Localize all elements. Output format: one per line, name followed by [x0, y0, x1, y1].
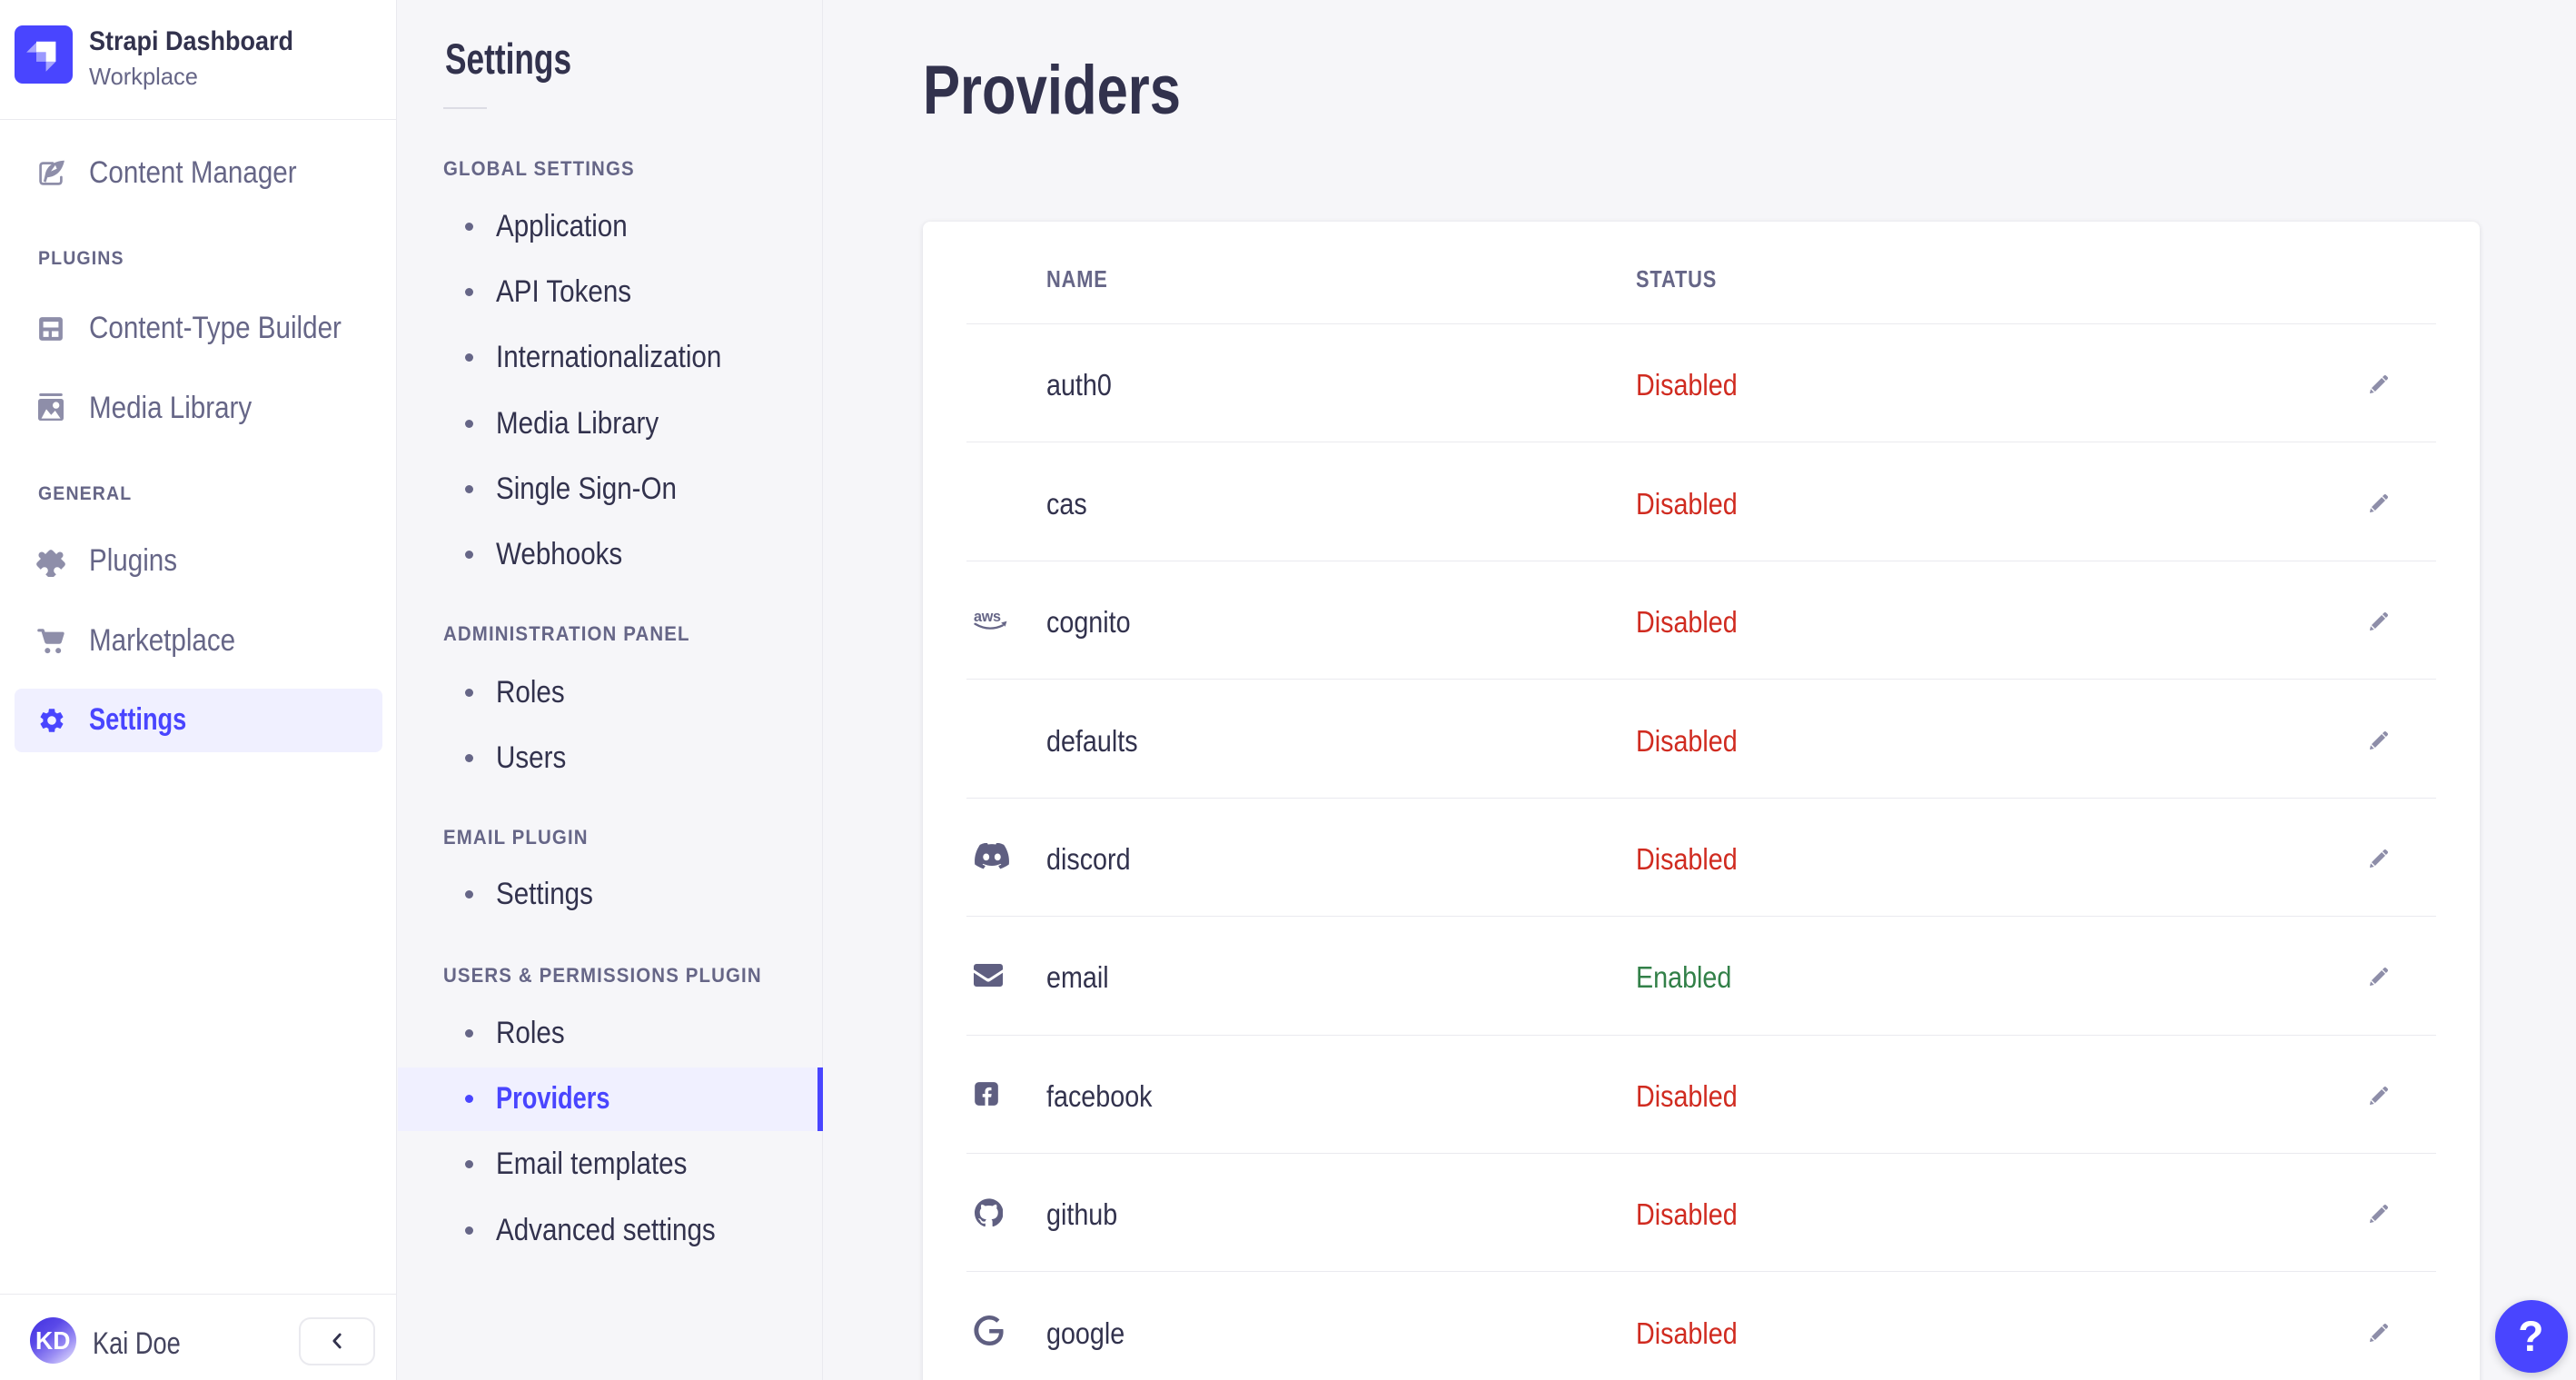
svg-text:aws: aws — [974, 609, 1001, 625]
